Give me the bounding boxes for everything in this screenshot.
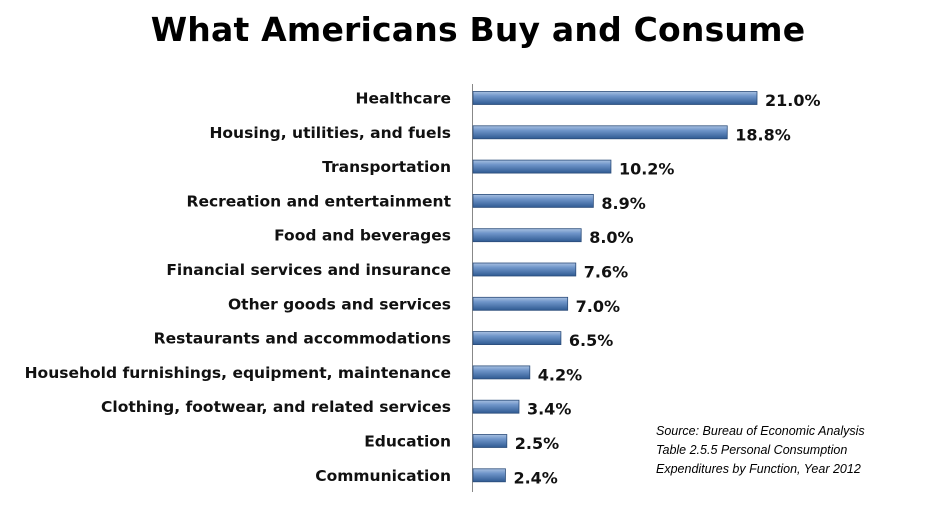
category-label: Healthcare bbox=[355, 90, 451, 108]
value-label: 8.0% bbox=[589, 228, 633, 247]
bar bbox=[472, 125, 728, 140]
bar bbox=[472, 228, 582, 243]
bar bbox=[472, 399, 520, 414]
category-label: Other goods and services bbox=[228, 295, 451, 313]
bar bbox=[472, 331, 562, 346]
value-label: 8.9% bbox=[601, 194, 645, 213]
bar bbox=[472, 434, 508, 448]
category-label: Household furnishings, equipment, mainte… bbox=[25, 364, 451, 382]
value-label: 2.5% bbox=[515, 434, 559, 453]
value-label: 18.8% bbox=[735, 125, 791, 144]
source-annotation: Source: Bureau of Economic Analysis Tabl… bbox=[656, 422, 865, 479]
value-label: 3.4% bbox=[527, 400, 571, 419]
category-label: Recreation and entertainment bbox=[187, 192, 452, 210]
source-line: Source: Bureau of Economic Analysis bbox=[656, 424, 865, 438]
category-label: Food and beverages bbox=[274, 227, 451, 245]
category-label: Clothing, footwear, and related services bbox=[101, 398, 451, 416]
value-label: 7.6% bbox=[584, 263, 628, 282]
bar bbox=[472, 193, 594, 208]
bar bbox=[472, 159, 612, 174]
category-label: Restaurants and accommodations bbox=[154, 330, 451, 348]
value-label: 4.2% bbox=[538, 365, 582, 384]
category-label: Communication bbox=[315, 467, 451, 485]
category-label: Financial services and insurance bbox=[166, 261, 451, 279]
bar bbox=[472, 262, 577, 277]
bar bbox=[472, 365, 531, 380]
chart-title: What Americans Buy and Consume bbox=[150, 10, 806, 49]
category-label: Education bbox=[364, 433, 451, 451]
category-label: Housing, utilities, and fuels bbox=[209, 124, 451, 142]
source-line: Table 2.5.5 Personal Consumption bbox=[656, 443, 848, 457]
source-line: Expenditures by Function, Year 2012 bbox=[656, 462, 861, 476]
value-label: 6.5% bbox=[569, 331, 613, 350]
value-label: 7.0% bbox=[576, 297, 620, 316]
bar bbox=[472, 91, 758, 105]
category-label: Transportation bbox=[322, 158, 451, 176]
value-label: 10.2% bbox=[619, 160, 675, 179]
value-label: 2.4% bbox=[513, 468, 557, 487]
bar bbox=[472, 296, 569, 311]
value-label: 21.0% bbox=[765, 91, 821, 110]
bar bbox=[472, 468, 506, 483]
